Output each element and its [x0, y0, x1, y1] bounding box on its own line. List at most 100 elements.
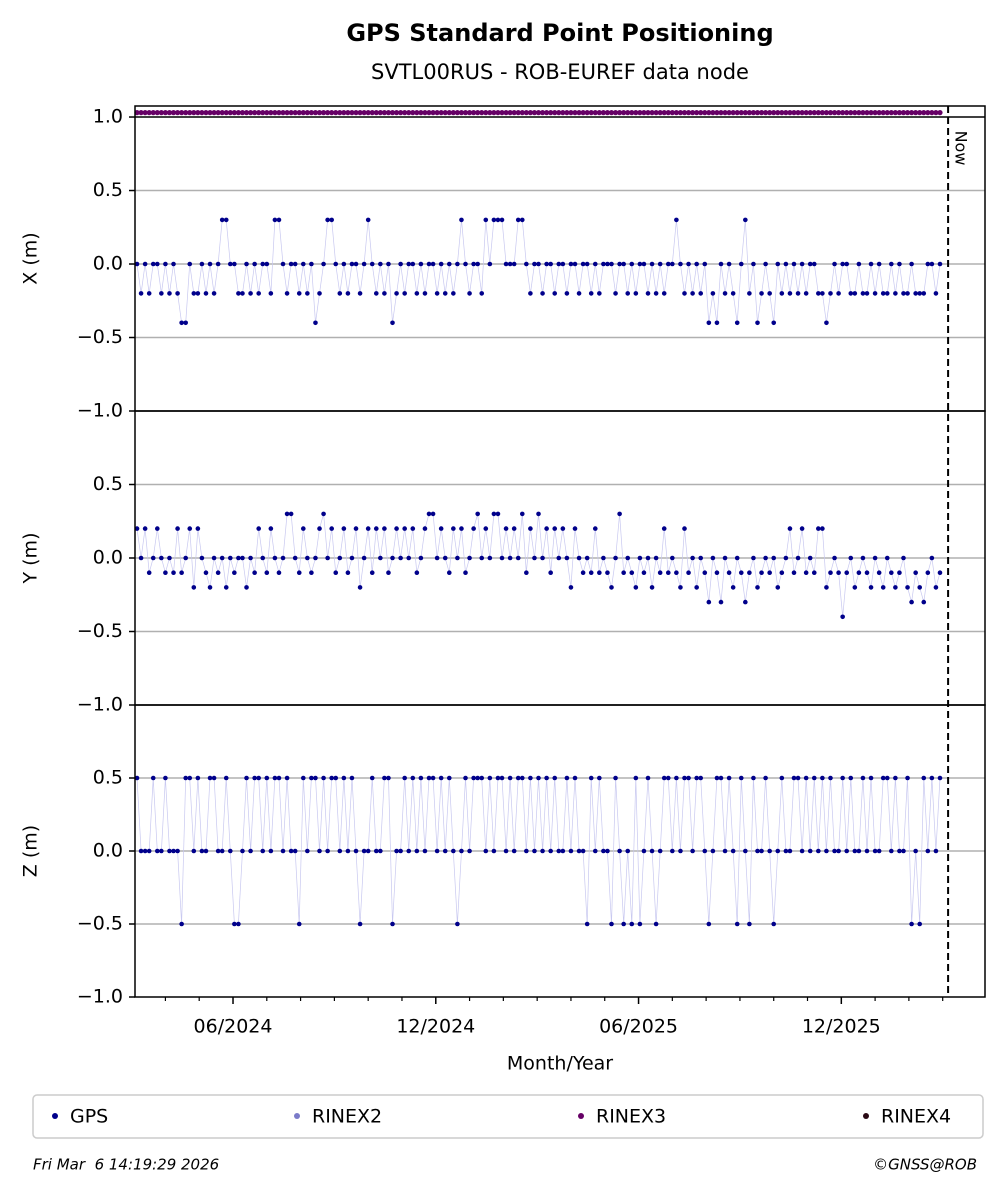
rinex3-point [503, 110, 509, 116]
gps-point [840, 775, 845, 781]
rinex3-point [556, 110, 562, 116]
gps-point [893, 291, 898, 296]
gps-point [816, 848, 821, 854]
gps-point [163, 261, 168, 267]
gps-point [759, 848, 764, 854]
gps-point [670, 848, 675, 854]
gps-point [730, 291, 736, 296]
rinex3-point [767, 110, 773, 116]
rinex3-point [775, 110, 781, 116]
gps-point [860, 775, 866, 781]
gps-point [763, 775, 768, 781]
gps-point [475, 775, 480, 781]
rinex3-point [904, 110, 911, 116]
rinex3-point [690, 110, 696, 116]
gps-point [544, 775, 549, 781]
gps-point [552, 291, 558, 296]
gps-point [487, 261, 493, 267]
gps-point [661, 775, 667, 781]
panel-frame [134, 704, 986, 998]
gps-point [876, 848, 882, 854]
gps-point [479, 555, 485, 561]
gps-point [463, 570, 468, 575]
y-tick-label: 0.0 [93, 547, 123, 569]
gps-point [690, 291, 695, 296]
gps-point [897, 570, 902, 575]
rinex3-point [836, 110, 842, 116]
gps-point [548, 570, 553, 575]
gps-point [378, 848, 383, 854]
rinex3-point [325, 110, 331, 116]
gps-point [556, 261, 562, 267]
gps-point [686, 261, 691, 267]
gps-point [613, 555, 618, 561]
y-tick-label: 0.5 [93, 179, 123, 201]
gps-point [726, 261, 732, 267]
gps-point [179, 570, 184, 575]
gps-point [722, 555, 728, 561]
gps-point [702, 848, 708, 854]
gps-point [329, 775, 334, 781]
gps-point [191, 848, 197, 854]
gps-point [645, 775, 651, 781]
gps-point [410, 526, 416, 531]
gps-point [382, 291, 387, 296]
gps-point [345, 291, 351, 296]
gps-point [163, 775, 168, 781]
gps-point [763, 261, 768, 267]
gps-point [430, 511, 436, 517]
gps-point [876, 570, 882, 575]
gps-point [811, 261, 817, 267]
gps-point [361, 555, 367, 561]
rinex3-point [698, 110, 704, 116]
gps-point [844, 261, 850, 267]
rinex3-point [308, 110, 315, 116]
gps-point [276, 775, 282, 781]
gps-point [588, 570, 594, 575]
rinex3-point [637, 110, 643, 116]
gps-point [921, 291, 927, 296]
gps-point [848, 291, 854, 296]
gps-point [552, 526, 558, 531]
rinex3-point [807, 110, 813, 116]
gps-point [195, 291, 201, 296]
gps-point [601, 848, 606, 854]
gps-point [337, 291, 343, 296]
gps-point [305, 848, 310, 854]
gps-point [236, 555, 241, 561]
rinex3-point [410, 110, 416, 116]
gps-point [418, 261, 424, 267]
gps-point [897, 848, 902, 854]
gps-point [495, 775, 501, 781]
gps-point [609, 585, 614, 590]
rinex3-point [633, 110, 639, 116]
y-tick-label: −1.0 [77, 400, 123, 422]
gps-point [414, 848, 420, 854]
rinex3-point [706, 110, 712, 116]
gps-point [309, 775, 314, 781]
gps-point [495, 217, 501, 223]
rinex3-point [629, 110, 635, 116]
gps-point [300, 261, 306, 267]
gps-point [446, 775, 452, 781]
gps-point [730, 585, 736, 590]
gps-point [661, 291, 667, 296]
gps-point [187, 261, 193, 267]
gps-point [706, 320, 712, 326]
gps-point [747, 921, 752, 927]
rinex3-point [385, 110, 392, 116]
gps-point [211, 775, 217, 781]
gps-point [597, 291, 602, 296]
gps-point [738, 570, 744, 575]
gps-point [649, 848, 655, 854]
rinex3-point [799, 110, 805, 116]
gps-point [150, 555, 156, 561]
gps-point [519, 775, 525, 781]
gps-point [824, 320, 829, 326]
gps-point [369, 570, 375, 575]
rinex3-point [361, 110, 367, 116]
rinex3-point [876, 110, 882, 116]
rinex3-point [142, 110, 148, 116]
gps-point [260, 848, 266, 854]
timestamp: Fri Mar 6 14:19:29 2026 [33, 1156, 219, 1174]
